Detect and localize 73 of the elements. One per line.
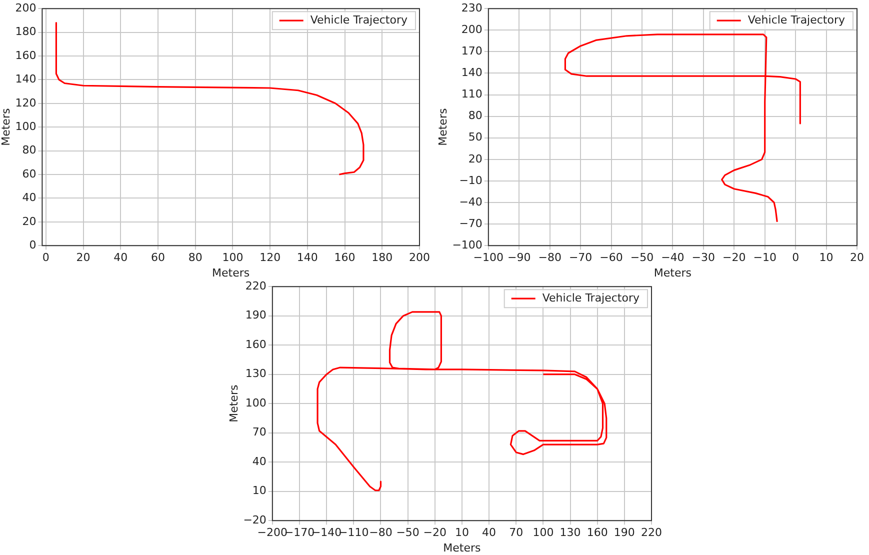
y-tick-label: −70: [459, 216, 482, 230]
y-tick-label: 120: [15, 96, 36, 110]
y-tick-label: 80: [468, 109, 482, 122]
y-tick-label: 40: [22, 191, 36, 204]
y-tick-label: 160: [245, 338, 266, 351]
y-tick-label: 140: [461, 66, 482, 80]
y-tick-label: 20: [468, 152, 482, 166]
x-tick-label: −30: [692, 251, 716, 264]
y-tick-label: 80: [22, 144, 36, 157]
x-tick-label: −60: [600, 251, 623, 264]
x-tick-label: −20: [423, 526, 446, 540]
x-tick-label: −10: [753, 251, 776, 264]
x-tick-label: 190: [614, 526, 635, 540]
y-axis-title: Meters: [436, 108, 450, 146]
x-tick-label: −20: [722, 251, 746, 264]
x-tick-label: 180: [372, 251, 393, 264]
y-tick-label: 130: [245, 367, 266, 380]
x-axis-title: Meters: [654, 266, 692, 280]
x-tick-label: 130: [560, 526, 581, 540]
y-tick-label: 160: [15, 48, 36, 62]
x-tick-label: 20: [850, 251, 864, 264]
x-tick-label: 20: [76, 251, 90, 264]
y-tick-label: 100: [245, 396, 266, 410]
y-tick-label: 20: [22, 214, 36, 228]
x-tick-label: −70: [568, 251, 592, 264]
x-tick-label: −90: [508, 251, 531, 264]
x-tick-label: 80: [188, 251, 202, 264]
x-tick-label: 0: [792, 251, 800, 264]
x-tick-label: 200: [409, 251, 430, 264]
x-tick-label: 100: [222, 251, 244, 264]
x-tick-label: 60: [151, 251, 166, 264]
y-tick-label: 0: [29, 238, 36, 252]
legend-label: Vehicle Trajectory: [310, 13, 408, 26]
y-tick-label: −100: [452, 238, 482, 252]
y-tick-label: 200: [15, 1, 36, 14]
x-tick-label: 140: [296, 251, 318, 264]
x-tick-label: 220: [641, 526, 662, 540]
x-tick-label: −80: [369, 526, 392, 540]
legend-label: Vehicle Trajectory: [748, 13, 846, 26]
x-tick-label: 0: [42, 251, 50, 264]
y-tick-label: 40: [252, 454, 266, 468]
y-tick-label: 50: [468, 130, 482, 144]
x-tick-label: 40: [482, 526, 496, 540]
y-tick-label: 230: [461, 1, 482, 14]
y-tick-label: 200: [461, 23, 482, 36]
x-tick-label: −50: [630, 251, 654, 264]
y-tick-label: 140: [15, 72, 36, 86]
legend-label: Vehicle Trajectory: [542, 291, 640, 304]
x-axis-title: Meters: [443, 541, 482, 554]
y-tick-label: −20: [243, 513, 266, 526]
y-tick-label: 220: [245, 279, 266, 292]
x-tick-label: −40: [661, 251, 684, 264]
y-tick-label: 70: [252, 426, 266, 439]
x-tick-label: 160: [586, 526, 608, 540]
y-tick-label: 190: [245, 308, 266, 322]
x-tick-label: 160: [334, 251, 356, 264]
x-tick-label: 40: [114, 251, 128, 264]
x-tick-label: 100: [532, 526, 554, 540]
y-tick-label: 180: [15, 25, 36, 38]
y-axis-title: Meters: [0, 108, 12, 146]
y-tick-label: 110: [461, 88, 482, 101]
y-tick-label: −40: [459, 195, 482, 208]
y-axis-title: Meters: [227, 384, 240, 422]
x-tick-label: 70: [509, 526, 524, 540]
x-tick-label: −80: [538, 251, 562, 264]
y-tick-label: 10: [252, 484, 266, 498]
y-tick-label: −10: [459, 174, 482, 187]
y-tick-label: 60: [22, 167, 36, 180]
y-tick-label: 170: [461, 44, 482, 58]
x-tick-label: 10: [819, 251, 834, 264]
y-tick-label: 100: [15, 120, 36, 133]
x-axis-title: Meters: [212, 266, 250, 280]
x-tick-label: −50: [396, 526, 420, 540]
